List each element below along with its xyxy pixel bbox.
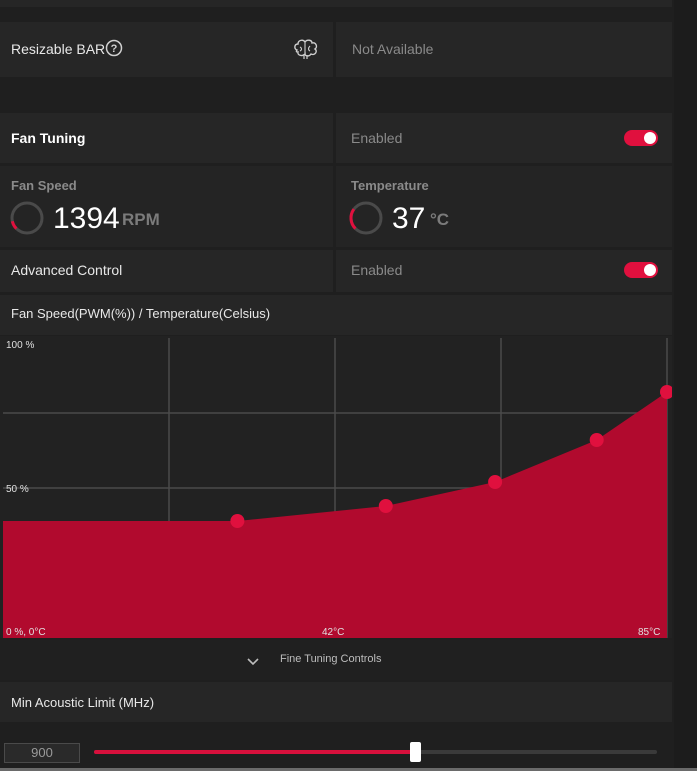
scrollbar-track[interactable] bbox=[674, 0, 697, 771]
resizable-bar-label: Resizable BAR bbox=[11, 41, 106, 57]
min-acoustic-slider-fill bbox=[94, 750, 415, 754]
question-circle-icon[interactable]: ? bbox=[105, 39, 123, 57]
fan-curve-point[interactable] bbox=[660, 385, 672, 399]
temperature-unit: °C bbox=[430, 210, 450, 229]
brain-icon bbox=[292, 38, 320, 60]
fan-curve-point[interactable] bbox=[589, 433, 604, 447]
fan-speed-card bbox=[0, 166, 333, 247]
fan-tuning-row bbox=[0, 113, 333, 163]
fan-curve-point[interactable] bbox=[488, 475, 503, 489]
svg-text:?: ? bbox=[111, 43, 118, 55]
temperature-label: Temperature bbox=[351, 178, 429, 193]
fan-curve-point[interactable] bbox=[378, 499, 393, 513]
min-acoustic-row bbox=[0, 682, 672, 722]
fan-curve-chart[interactable]: 100 % 50 % 0 %, 0°C 42°C 85°C bbox=[0, 336, 672, 638]
min-acoustic-input[interactable]: 900 bbox=[4, 743, 80, 763]
chevron-down-icon[interactable] bbox=[246, 654, 260, 666]
temperature-card bbox=[336, 166, 672, 247]
temperature-value: 37 bbox=[392, 202, 426, 235]
fine-tuning-bar[interactable] bbox=[0, 640, 672, 680]
fan-tuning-status: Enabled bbox=[351, 130, 403, 146]
chart-title-bar bbox=[0, 295, 672, 335]
resizable-bar-value-cell bbox=[336, 22, 672, 77]
fan-curve-handles[interactable] bbox=[230, 385, 672, 528]
advanced-control-status: Enabled bbox=[351, 262, 403, 278]
fan-speed-value: 1394 bbox=[53, 202, 120, 235]
advanced-control-status-cell bbox=[336, 250, 672, 292]
fan-curve-point[interactable] bbox=[230, 514, 245, 528]
advanced-control-row bbox=[0, 250, 333, 292]
y-tick-0: 0 %, 0°C bbox=[6, 627, 46, 638]
fan-speed-unit: RPM bbox=[122, 210, 160, 229]
x-tick-85: 85°C bbox=[638, 627, 660, 638]
advanced-control-toggle[interactable] bbox=[624, 262, 658, 278]
top-strip bbox=[0, 0, 672, 7]
fan-speed-gauge-icon bbox=[10, 201, 44, 235]
fan-tuning-status-cell bbox=[336, 113, 672, 163]
fine-tuning-label[interactable]: Fine Tuning Controls bbox=[280, 653, 382, 665]
min-acoustic-slider-thumb[interactable] bbox=[409, 742, 421, 762]
fan-curve-area bbox=[3, 392, 667, 638]
bottom-border bbox=[0, 768, 697, 771]
temperature-gauge-icon bbox=[349, 201, 383, 235]
y-tick-100: 100 % bbox=[6, 340, 34, 351]
resizable-bar-value: Not Available bbox=[352, 41, 434, 57]
advanced-control-label: Advanced Control bbox=[11, 262, 123, 278]
toggle-knob bbox=[644, 132, 656, 144]
fan-speed-label: Fan Speed bbox=[11, 178, 77, 193]
min-acoustic-label: Min Acoustic Limit (MHz) bbox=[11, 695, 155, 710]
x-tick-42: 42°C bbox=[322, 627, 344, 638]
fan-tuning-label: Fan Tuning bbox=[11, 130, 86, 146]
toggle-knob bbox=[644, 264, 656, 276]
resizable-bar-row bbox=[0, 22, 333, 77]
y-tick-50: 50 % bbox=[6, 484, 29, 495]
fan-tuning-toggle[interactable] bbox=[624, 130, 658, 146]
chart-title: Fan Speed(PWM(%)) / Temperature(Celsius) bbox=[11, 306, 271, 321]
